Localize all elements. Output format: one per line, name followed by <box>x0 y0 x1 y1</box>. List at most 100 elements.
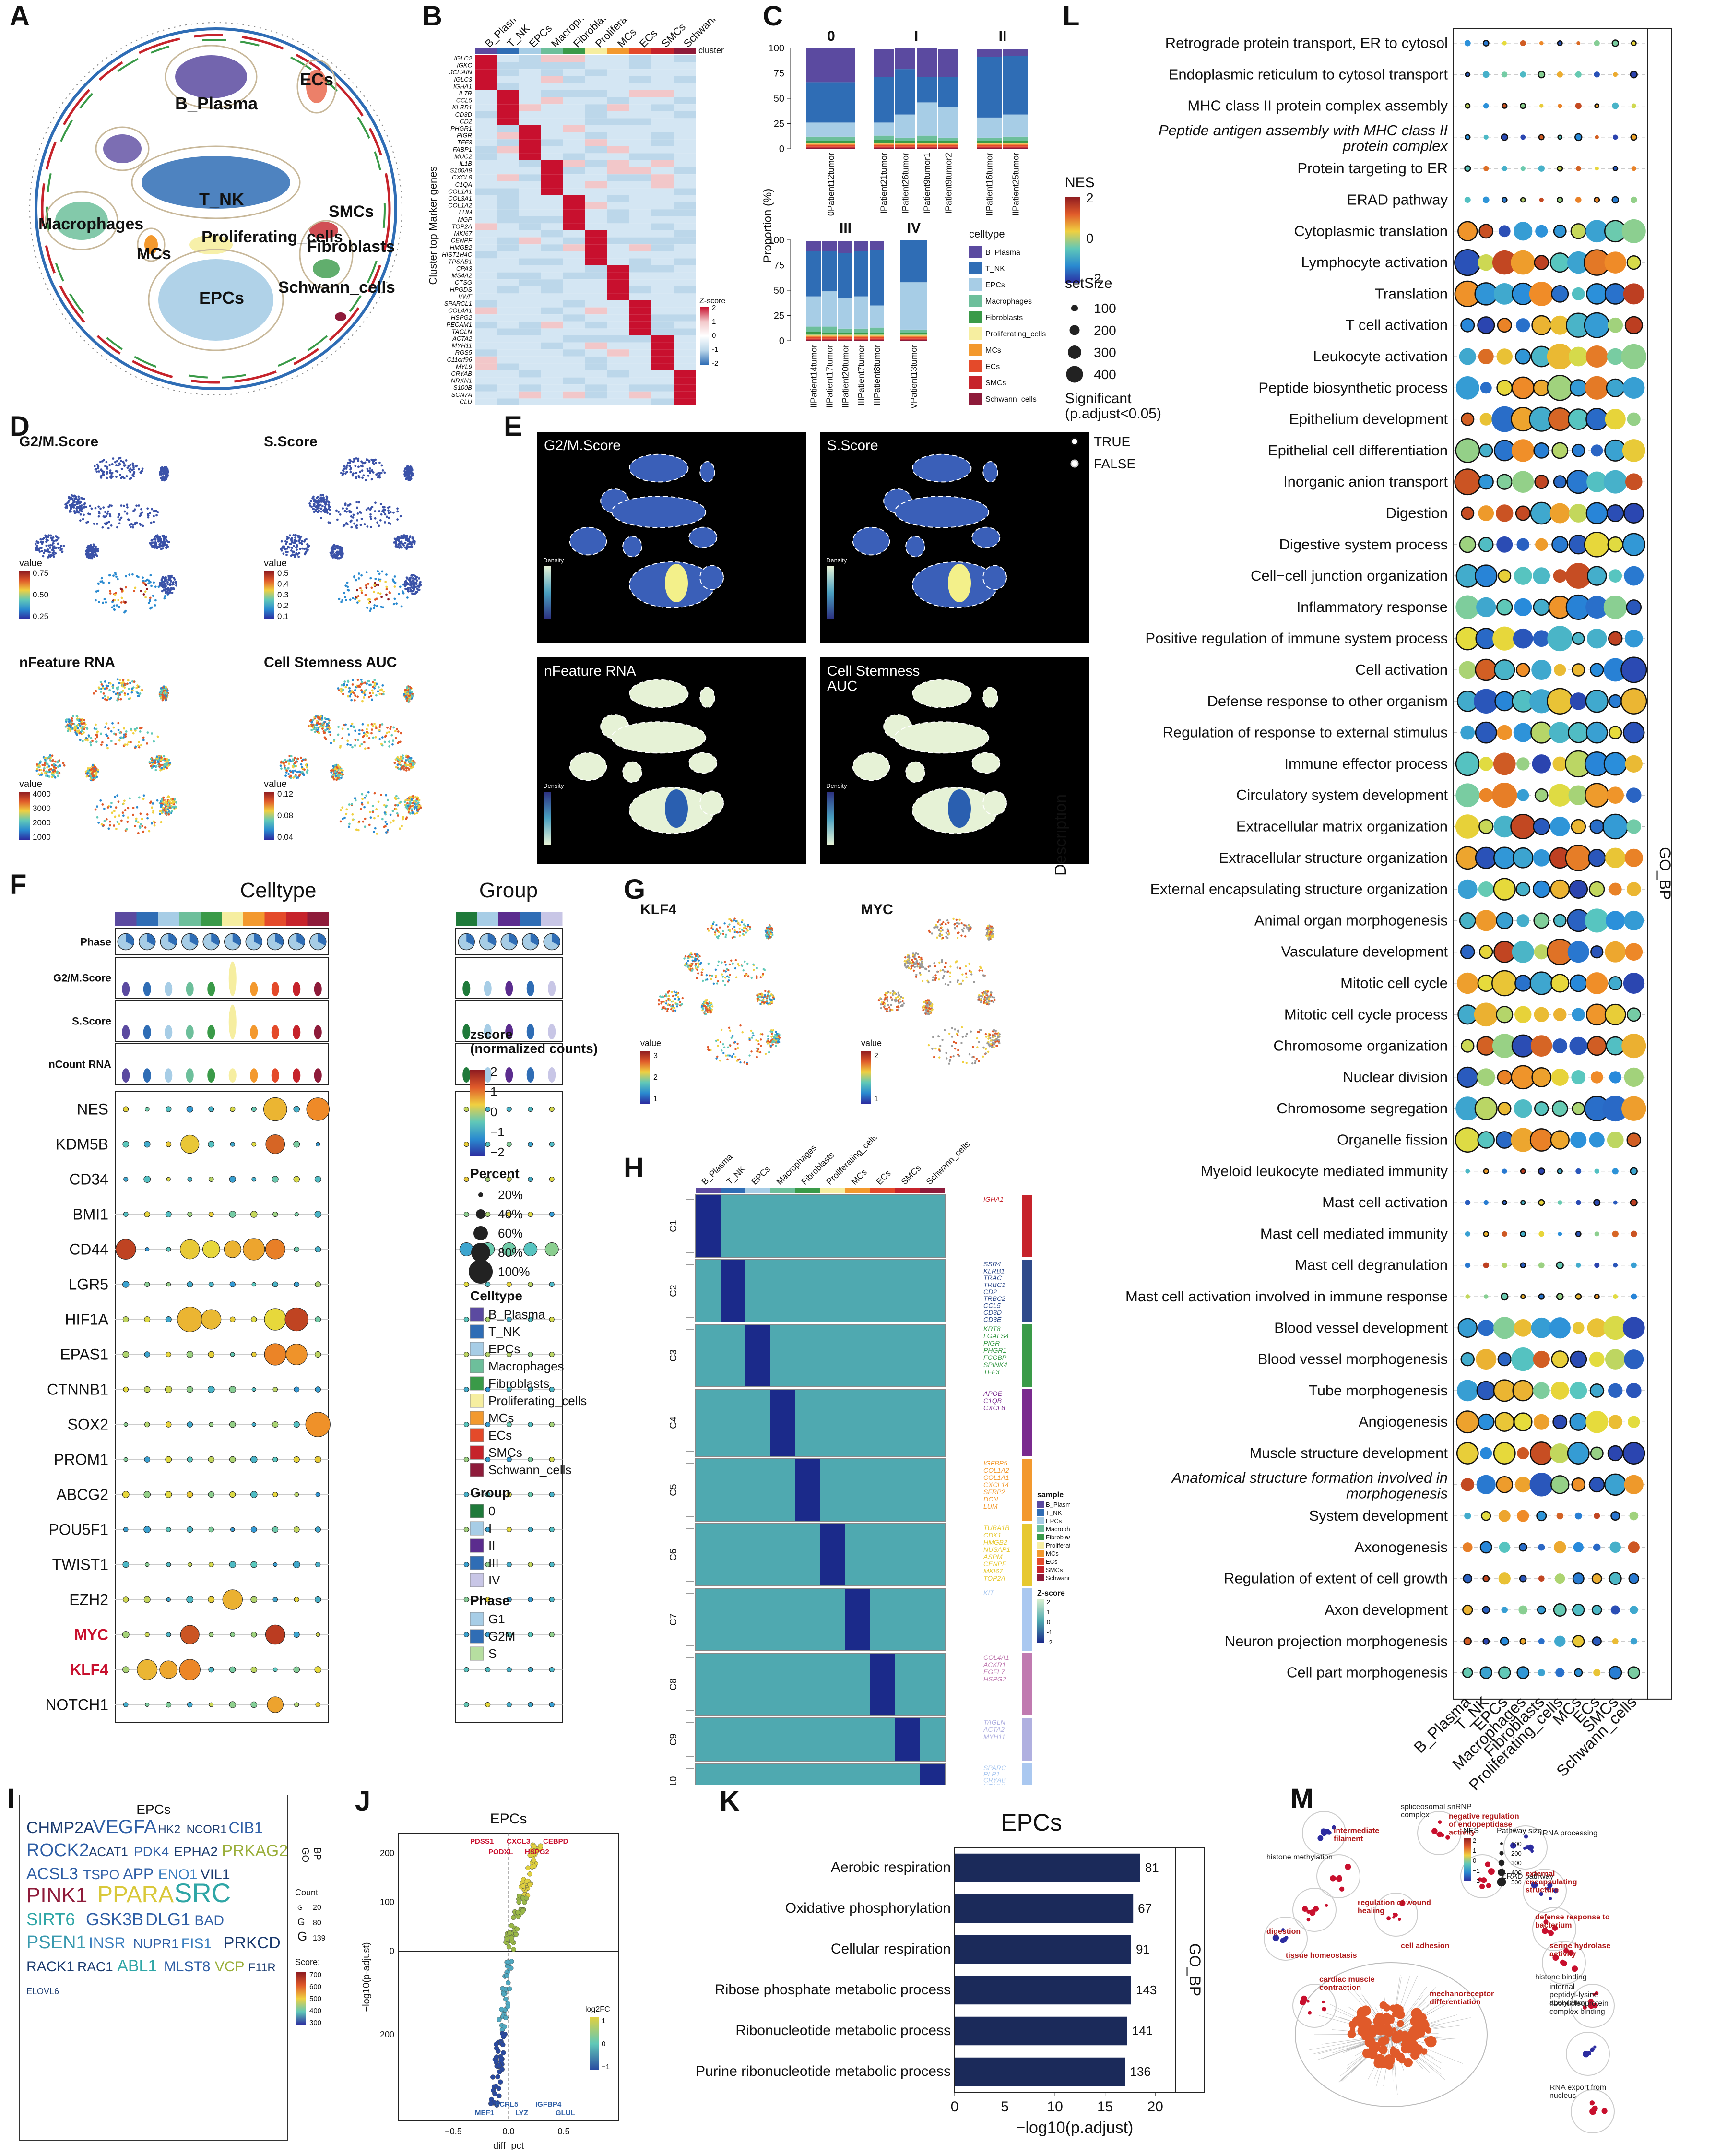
umap-cell <box>106 472 108 475</box>
umap-cell <box>104 695 106 698</box>
umap-cell <box>292 758 294 761</box>
panel-a: B_Plasma ECs T_NK Macrophages MCs Prolif… <box>10 19 417 403</box>
b-heat-cell <box>651 370 674 378</box>
umap-cell <box>128 465 130 467</box>
umap-cell <box>340 551 343 553</box>
f-dot <box>208 1351 214 1357</box>
umap-cell <box>165 691 167 694</box>
e-density-blob <box>700 566 723 590</box>
c-legend-swatch <box>969 393 982 405</box>
b-heat-cell <box>629 76 651 83</box>
b-heat-cell <box>519 265 541 273</box>
umap-cell <box>309 725 311 727</box>
umap-cell <box>160 756 163 759</box>
umap-cell <box>335 773 337 775</box>
f-celltype-swatch <box>470 1463 484 1477</box>
f-dot <box>294 1176 300 1182</box>
umap-cell <box>52 771 55 773</box>
umap-cell <box>411 543 413 546</box>
b-heat-cell <box>541 343 563 350</box>
umap-cell <box>703 1011 705 1013</box>
umap-cell <box>409 536 411 538</box>
umap-cell <box>132 465 135 467</box>
umap-cell <box>760 976 762 978</box>
umap-cell <box>49 759 52 762</box>
c-bar-segment <box>977 138 1002 141</box>
b-heat-cell <box>519 181 541 189</box>
umap-cell <box>416 579 418 582</box>
f-dot <box>230 1352 235 1357</box>
e-legend-title: Density <box>543 557 564 564</box>
f-dot <box>187 1526 193 1532</box>
f-dot <box>549 1562 554 1567</box>
b-heat-cell <box>585 90 607 97</box>
b-heat-cell <box>674 202 696 210</box>
umap-cell <box>369 472 371 474</box>
umap-cell <box>97 505 100 508</box>
umap-cell <box>372 805 374 807</box>
umap-cell <box>333 739 335 741</box>
umap-cell <box>352 819 354 821</box>
b-heat-cell <box>563 188 585 195</box>
umap-cell <box>358 501 360 504</box>
umap-cell <box>118 519 121 521</box>
b-heat-cell <box>563 238 585 245</box>
umap-cell <box>728 918 730 920</box>
e-density-hotspot <box>948 789 971 828</box>
umap-cell <box>378 729 381 731</box>
umap-cell <box>117 599 119 601</box>
b-heat-cell <box>541 378 563 385</box>
umap-cell <box>153 581 155 584</box>
umap-cell <box>386 588 388 590</box>
b-heat-cell <box>629 322 651 329</box>
b-heat-cell <box>475 370 497 378</box>
d-legend-tick: 0.5 <box>277 569 289 578</box>
f-dot <box>507 1527 511 1532</box>
umap-cell <box>389 523 391 525</box>
b-heat-cell <box>563 90 585 97</box>
e-density-blob <box>629 454 688 482</box>
b-heat-cell <box>674 76 696 83</box>
f-dot <box>464 1352 469 1357</box>
umap-cell <box>175 581 177 583</box>
umap-cell <box>379 592 382 595</box>
b-heat-cell <box>475 230 497 238</box>
c-legend-label: Schwann_cells <box>985 395 1037 404</box>
umap-cell <box>407 473 410 476</box>
umap-cell <box>62 545 65 547</box>
f-violin <box>165 1068 172 1083</box>
c-ytick: 100 <box>769 43 784 54</box>
umap-cell <box>133 471 136 473</box>
e-density-blob <box>700 462 714 482</box>
umap-cell <box>386 732 388 734</box>
umap-cell <box>326 512 329 514</box>
umap-cell <box>316 729 319 731</box>
c-bar-segment <box>938 138 958 141</box>
f-dot <box>285 1308 308 1331</box>
b-heat-cell <box>519 392 541 399</box>
b-heat-cell <box>475 76 497 83</box>
umap-cell <box>364 523 366 525</box>
umap-cell <box>64 503 67 506</box>
b-heat-cell <box>541 188 563 195</box>
b-heat-cell <box>497 328 519 335</box>
b-gene-label: TOP2A <box>452 223 472 230</box>
umap-cell <box>351 803 353 805</box>
b-heat-cell <box>541 209 563 216</box>
e-density-blob <box>612 722 706 753</box>
umap-cell <box>95 769 97 772</box>
umap-cell <box>379 689 382 691</box>
umap-cell <box>699 963 701 965</box>
umap-cell <box>361 518 363 520</box>
b-heat-cell <box>585 392 607 399</box>
umap-cell <box>395 795 398 798</box>
umap-cell <box>405 477 408 480</box>
umap-cell <box>115 592 117 594</box>
f-violin <box>250 1068 258 1083</box>
umap-cell <box>95 809 97 811</box>
umap-cell <box>356 589 358 591</box>
c-xtick: IIPatient16tumor <box>985 153 994 216</box>
f-dot <box>166 1212 171 1217</box>
umap-cell <box>95 773 97 775</box>
